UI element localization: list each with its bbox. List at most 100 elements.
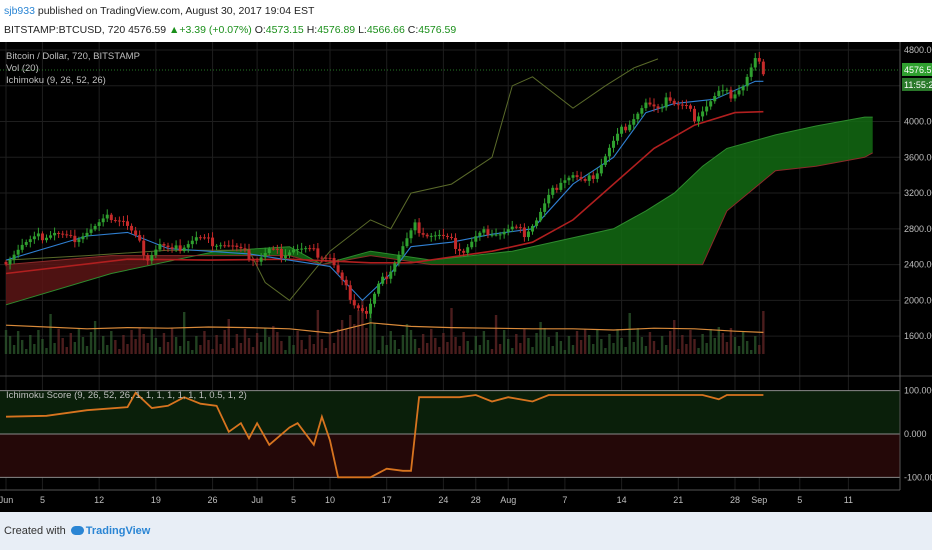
volume-bar: [158, 347, 162, 354]
candle-body: [344, 279, 348, 286]
volume-bar: [685, 344, 688, 354]
volume-bar: [498, 344, 502, 354]
candle-body: [381, 276, 385, 284]
tradingview-logo-icon: [70, 526, 84, 535]
volume-bar: [227, 319, 230, 354]
candle-body: [628, 124, 632, 131]
candle-body: [632, 119, 636, 125]
candle-body: [166, 245, 170, 248]
time-tick-label: 21: [673, 495, 683, 505]
footer-credit: Created with TradingView: [4, 525, 150, 537]
volume-bar: [118, 349, 121, 354]
volume-bar: [357, 310, 360, 354]
volume-bar: [191, 350, 194, 354]
candle-body: [510, 226, 514, 230]
price-tick-label: 4000.00: [904, 117, 932, 127]
author-link[interactable]: sjb933: [4, 5, 35, 17]
volume-bar: [567, 336, 571, 354]
volume-bar: [632, 342, 635, 354]
volume-bar: [502, 330, 506, 354]
candle-body: [288, 252, 291, 256]
candle-body: [49, 235, 53, 238]
candle-body: [502, 231, 506, 235]
volume-ma-line: [5, 322, 764, 334]
ichimoku-cloud: [196, 117, 873, 265]
last-price: 4576.59: [128, 24, 167, 36]
volume-bar: [729, 328, 733, 354]
candle-body: [697, 116, 701, 122]
volume-bar: [547, 337, 550, 354]
volume-bar: [583, 329, 587, 354]
candle-body: [255, 260, 259, 262]
volume-bar: [543, 328, 546, 354]
candle-body: [85, 232, 89, 237]
candle-body: [32, 236, 36, 240]
volume-bar: [349, 315, 352, 354]
candle-body: [539, 211, 543, 221]
volume-bar: [535, 333, 538, 354]
candle-body: [705, 106, 709, 112]
volume-bar: [745, 341, 749, 354]
volume-bar: [284, 350, 287, 354]
candle-body: [709, 101, 713, 107]
volume-bar: [717, 327, 720, 354]
volume-bar: [596, 330, 599, 354]
volume-bar: [312, 344, 315, 354]
candle-body: [425, 234, 429, 237]
candle-body: [348, 285, 352, 300]
volume-bar: [8, 336, 12, 354]
candle-body: [146, 255, 150, 261]
candle-body: [259, 257, 263, 262]
volume-bar: [709, 329, 712, 354]
candle-body: [182, 247, 186, 252]
volume-bar: [324, 348, 328, 354]
candle-body: [89, 229, 93, 233]
volume-bar: [138, 328, 141, 354]
score-tick-label: 0.000: [904, 429, 927, 439]
tradingview-brand[interactable]: TradingView: [85, 525, 151, 537]
volume-bar: [65, 347, 68, 354]
volume-bar: [41, 339, 44, 354]
candle-body: [207, 237, 210, 239]
volume-bar: [438, 347, 441, 354]
volume-bar: [332, 343, 336, 354]
candle-body: [8, 259, 12, 265]
volume-bar: [640, 337, 644, 354]
candle-body: [373, 293, 377, 304]
volume-bar: [183, 312, 186, 354]
volume-bar: [648, 332, 652, 354]
candle-body: [393, 263, 397, 272]
price-pane-legend: Ichimoku (9, 26, 52, 26): [6, 75, 106, 86]
candle-body: [437, 234, 441, 236]
candle-body: [113, 220, 117, 222]
last-price-tag-label: 4576.59: [904, 65, 932, 75]
high-label: H:: [306, 24, 318, 36]
candle-body: [535, 220, 539, 226]
time-tick-label: 24: [438, 495, 448, 505]
time-tick-label: Aug: [500, 495, 516, 505]
volume-bar: [551, 346, 554, 354]
candle-body: [73, 235, 77, 243]
chart-header: sjb933 published on TradingView.com, Aug…: [0, 0, 932, 42]
volume-bar: [754, 336, 757, 354]
volume-bar: [701, 334, 704, 354]
volume-bar: [689, 330, 692, 354]
volume-bar: [16, 331, 20, 354]
chart-canvas[interactable]: 4800.004400.004000.003600.003200.002800.…: [0, 42, 932, 512]
candle-body: [101, 218, 105, 223]
candle-body: [636, 113, 640, 120]
volume-bar: [393, 340, 396, 354]
candle-body: [109, 214, 113, 221]
volume-bar: [102, 336, 105, 354]
candle-body: [40, 233, 44, 241]
volume-bar: [93, 321, 97, 354]
candle-body: [441, 234, 445, 236]
volume-bar: [195, 336, 198, 354]
candle-body: [69, 235, 73, 237]
candle-body: [547, 194, 551, 204]
price-tick-label: 4800.00: [904, 45, 932, 55]
candle-body: [385, 276, 389, 279]
time-tick-label: 5: [797, 495, 802, 505]
volume-bar: [664, 345, 668, 354]
volume-bar: [361, 299, 364, 354]
